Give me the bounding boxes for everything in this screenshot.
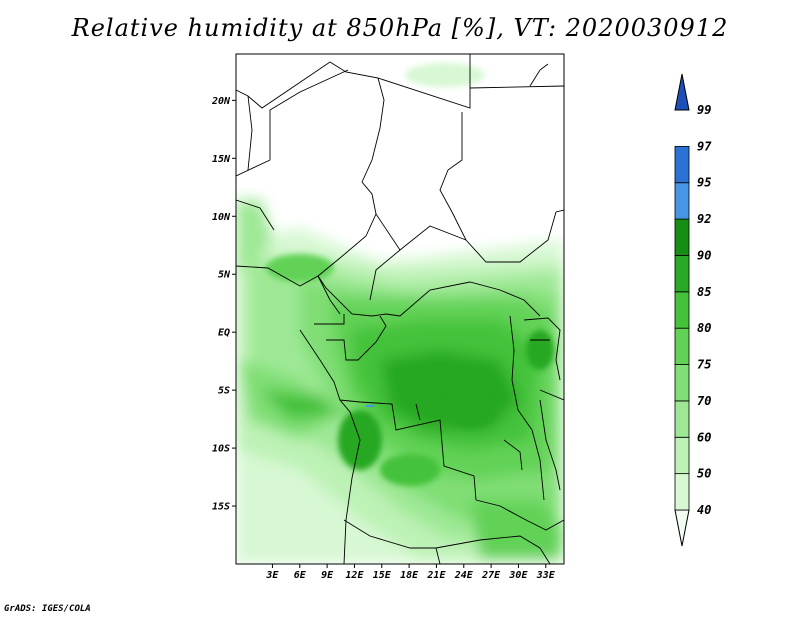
colorbar: 40 50 60 70 75 80 85 90 92 95 97 99: [674, 73, 712, 547]
lon-tick-label: 15E: [373, 570, 392, 581]
colorbar-swatch: [674, 400, 690, 438]
colorbar-label: 80: [697, 321, 711, 335]
colorbar-label: 92: [697, 212, 711, 226]
colorbar-swatch: [674, 291, 690, 329]
colorbar-swatch: [674, 218, 690, 256]
colorbar-label: 40: [697, 503, 711, 517]
colorbar-swatch: [674, 255, 690, 293]
colorbar-swatch: [674, 364, 690, 402]
map-title: Relative humidity at 850hPa [%], VT: 202…: [71, 14, 729, 42]
colorbar-swatch: [674, 327, 690, 365]
colorbar-label: 97: [697, 139, 712, 153]
colorbar-label: 75: [697, 358, 711, 372]
lon-tick-label: 27E: [481, 570, 501, 581]
colorbar-label: 90: [697, 248, 711, 262]
latitude-axis: 20N 15N 10N 5N EQ 5S 10S 15S: [211, 96, 236, 513]
lon-tick-label: 3E: [265, 570, 279, 581]
lat-tick-label: 10S: [212, 444, 230, 455]
colorbar-swatch: [674, 473, 690, 511]
colorbar-label: 50: [697, 467, 711, 481]
lat-tick-label: 15S: [212, 502, 230, 513]
lon-tick-label: 9E: [321, 570, 334, 581]
colorbar-swatch: [674, 436, 690, 475]
lon-tick-label: 33E: [536, 570, 556, 581]
map-frame: [235, 53, 565, 565]
lat-tick-label: 10N: [212, 212, 231, 223]
lon-tick-label: 30E: [508, 570, 528, 581]
lat-tick-label: 5N: [218, 270, 231, 281]
humidity-field: [236, 54, 564, 564]
lon-tick-label: 12E: [345, 570, 364, 581]
grads-credit: GrADS: IGES/COLA: [4, 604, 91, 614]
colorbar-label: 99: [697, 103, 711, 117]
lon-tick-label: 6E: [294, 570, 307, 581]
colorbar-swatch: [674, 73, 690, 111]
lat-tick-label: 20N: [211, 96, 231, 107]
colorbar-label: 60: [697, 430, 711, 444]
colorbar-label: 95: [697, 176, 711, 190]
colorbar-swatch: [674, 509, 690, 547]
lon-tick-label: 21E: [426, 570, 446, 581]
lat-tick-label: EQ: [218, 328, 230, 339]
colorbar-label: 85: [697, 285, 711, 299]
lon-tick-label: 18E: [400, 570, 419, 581]
country-borders: [236, 54, 564, 564]
longitude-axis: 3E 6E 9E 12E 15E 18E 21E 24E 27E 30E 33E: [265, 564, 556, 581]
colorbar-label: 70: [697, 394, 711, 408]
lat-tick-label: 15N: [212, 154, 231, 165]
colorbar-swatch: [674, 182, 690, 220]
lon-tick-label: 24E: [454, 570, 474, 581]
colorbar-swatch: [674, 145, 690, 184]
lat-tick-label: 5S: [218, 386, 230, 397]
